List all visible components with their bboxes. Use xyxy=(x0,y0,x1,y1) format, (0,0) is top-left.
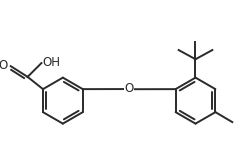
Text: OH: OH xyxy=(42,56,60,69)
Text: O: O xyxy=(124,82,133,95)
Text: O: O xyxy=(0,59,8,72)
